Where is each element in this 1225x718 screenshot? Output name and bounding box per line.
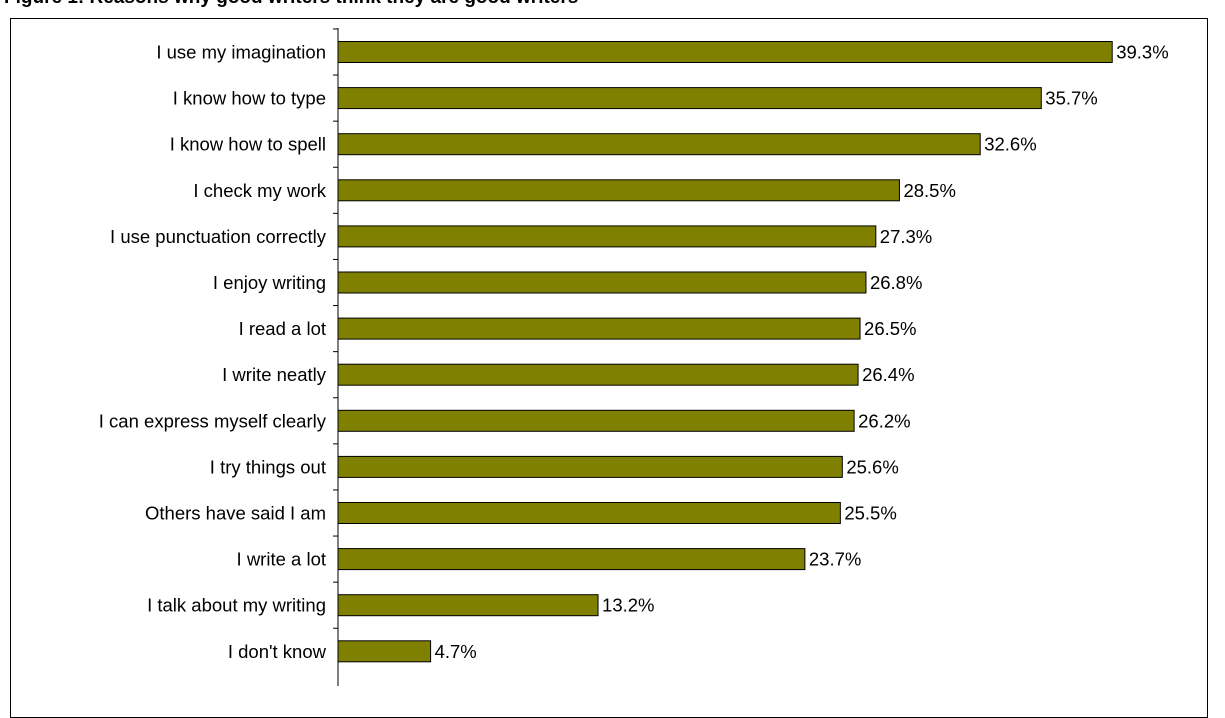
- bar: [337, 548, 806, 571]
- bar: [337, 640, 432, 663]
- bar: [337, 363, 859, 386]
- bar: [337, 594, 599, 617]
- data-label: 25.6%: [846, 456, 898, 477]
- bar: [337, 41, 1113, 63]
- bar: [337, 271, 867, 294]
- data-label: 25.5%: [844, 503, 896, 524]
- chart-title: Figure 1: Reasons why good writers think…: [4, 0, 578, 9]
- category-label: I enjoy writing: [213, 272, 326, 293]
- data-label: 4.7%: [435, 641, 477, 662]
- data-label: 26.4%: [862, 364, 914, 385]
- data-label: 26.8%: [870, 272, 922, 293]
- category-label: I write a lot: [237, 549, 326, 570]
- bar: [337, 179, 900, 202]
- category-label: I check my work: [193, 180, 326, 201]
- category-label: I read a lot: [239, 318, 326, 339]
- data-label: 35.7%: [1045, 88, 1097, 109]
- bar: [337, 455, 843, 478]
- data-label: 26.2%: [858, 410, 910, 431]
- bar-chart: I use my imagination 39.3% I know how to t…: [99, 28, 1169, 686]
- data-label: 26.5%: [864, 318, 916, 339]
- bar: [337, 317, 861, 340]
- data-label: 28.5%: [903, 180, 955, 201]
- category-label: Others have said I am: [145, 503, 326, 524]
- bar: [337, 502, 841, 524]
- category-label: I can express myself clearly: [99, 410, 327, 431]
- category-label: I know how to spell: [170, 134, 326, 155]
- title-strip: Figure 1: Reasons why good writers think…: [0, 0, 1225, 11]
- bar: [337, 87, 1042, 110]
- data-label: 13.2%: [602, 595, 654, 616]
- data-label: 32.6%: [984, 134, 1036, 155]
- data-label: 23.7%: [809, 549, 861, 570]
- bar: [337, 409, 855, 432]
- data-label: 39.3%: [1116, 42, 1168, 63]
- category-label: I try things out: [210, 456, 326, 477]
- category-label: I don't know: [228, 641, 327, 662]
- data-label: 27.3%: [880, 226, 932, 247]
- category-label: I know how to type: [173, 88, 326, 109]
- category-label: I talk about my writing: [147, 595, 326, 616]
- category-label: I write neatly: [222, 364, 327, 385]
- bar: [337, 225, 877, 248]
- category-label: I use my imagination: [156, 42, 326, 63]
- bar: [337, 133, 981, 156]
- category-label: I use punctuation correctly: [110, 226, 327, 247]
